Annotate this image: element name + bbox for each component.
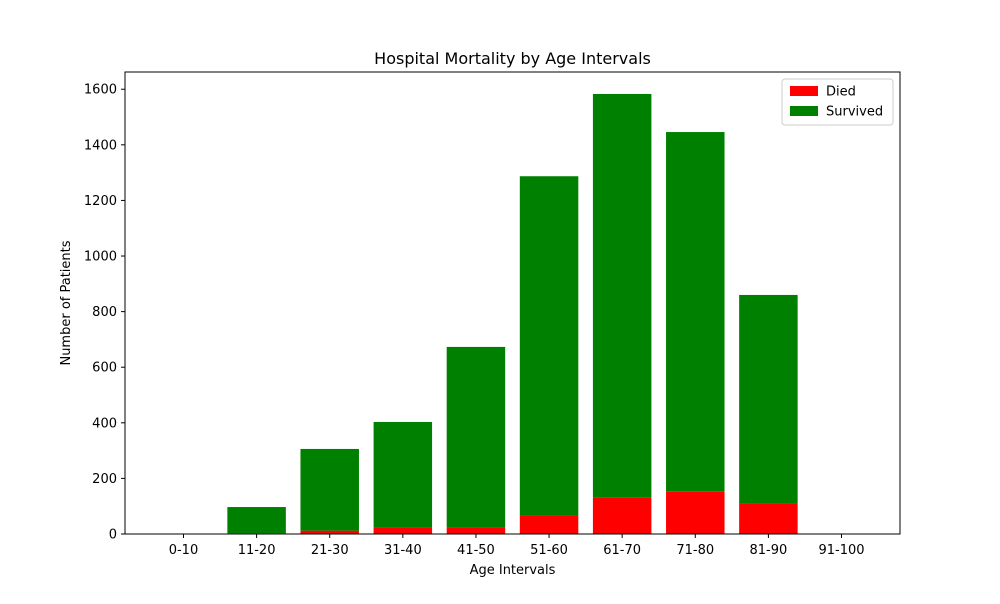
legend-swatch-survived: [790, 106, 818, 116]
y-tick-label: 1400: [84, 138, 117, 153]
bars-layer: [227, 93, 798, 534]
bar-died-41-50: [446, 527, 506, 534]
x-tick-label: 61-70: [603, 543, 641, 558]
x-tick-label: 21-30: [311, 543, 349, 558]
bar-died-31-40: [373, 527, 433, 534]
legend-swatch-died: [790, 86, 818, 96]
x-tick-label: 51-60: [530, 543, 568, 558]
y-axis-label: Number of Patients: [59, 240, 74, 365]
bar-died-21-30: [300, 530, 359, 534]
legend-label-survived: Survived: [826, 105, 883, 120]
bar-died-61-70: [592, 497, 652, 534]
x-tick-label: 41-50: [457, 543, 495, 558]
axes-layer: 0 200 400 600 800 1000 1200 1400 1600 0-10 11-20 21…: [84, 71, 901, 558]
y-tick-label: 600: [92, 361, 117, 376]
y-tick-label: 1600: [84, 83, 117, 98]
chart-title: Hospital Mortality by Age Intervals: [374, 49, 651, 68]
y-tick-label: 0: [109, 528, 117, 543]
x-tick-label: 11-20: [238, 543, 276, 558]
x-tick-label: 71-80: [676, 543, 714, 558]
plot-frame: [124, 71, 901, 535]
bar-died-81-90: [739, 503, 798, 534]
series-died: [227, 491, 798, 534]
bar-survived-51-60: [519, 176, 579, 516]
bar-survived-71-80: [666, 132, 725, 492]
bar-survived-81-90: [739, 294, 798, 504]
bar-died-71-80: [666, 491, 725, 534]
y-tick-label: 800: [92, 305, 117, 320]
bar-survived-61-70: [592, 93, 652, 498]
x-tick-label: 31-40: [384, 543, 422, 558]
legend: Died Survived: [781, 78, 894, 126]
y-tick-label: 400: [92, 416, 117, 431]
x-axis-label: Age Intervals: [470, 563, 556, 578]
bar-survived-31-40: [373, 421, 433, 528]
x-tick-label: 81-90: [750, 543, 788, 558]
x-tick-label: 91-100: [818, 543, 864, 558]
y-tick-label: 200: [92, 472, 117, 487]
bar-survived-41-50: [446, 346, 506, 528]
bar-survived-21-30: [300, 448, 359, 531]
bar-died-51-60: [519, 515, 579, 534]
legend-label-died: Died: [826, 85, 856, 100]
y-tick-label: 1200: [84, 194, 117, 209]
bar-survived-11-20: [227, 507, 286, 534]
series-survived: [227, 93, 798, 534]
y-tick-label: 1000: [84, 250, 117, 265]
x-tick-label: 0-10: [169, 543, 199, 558]
